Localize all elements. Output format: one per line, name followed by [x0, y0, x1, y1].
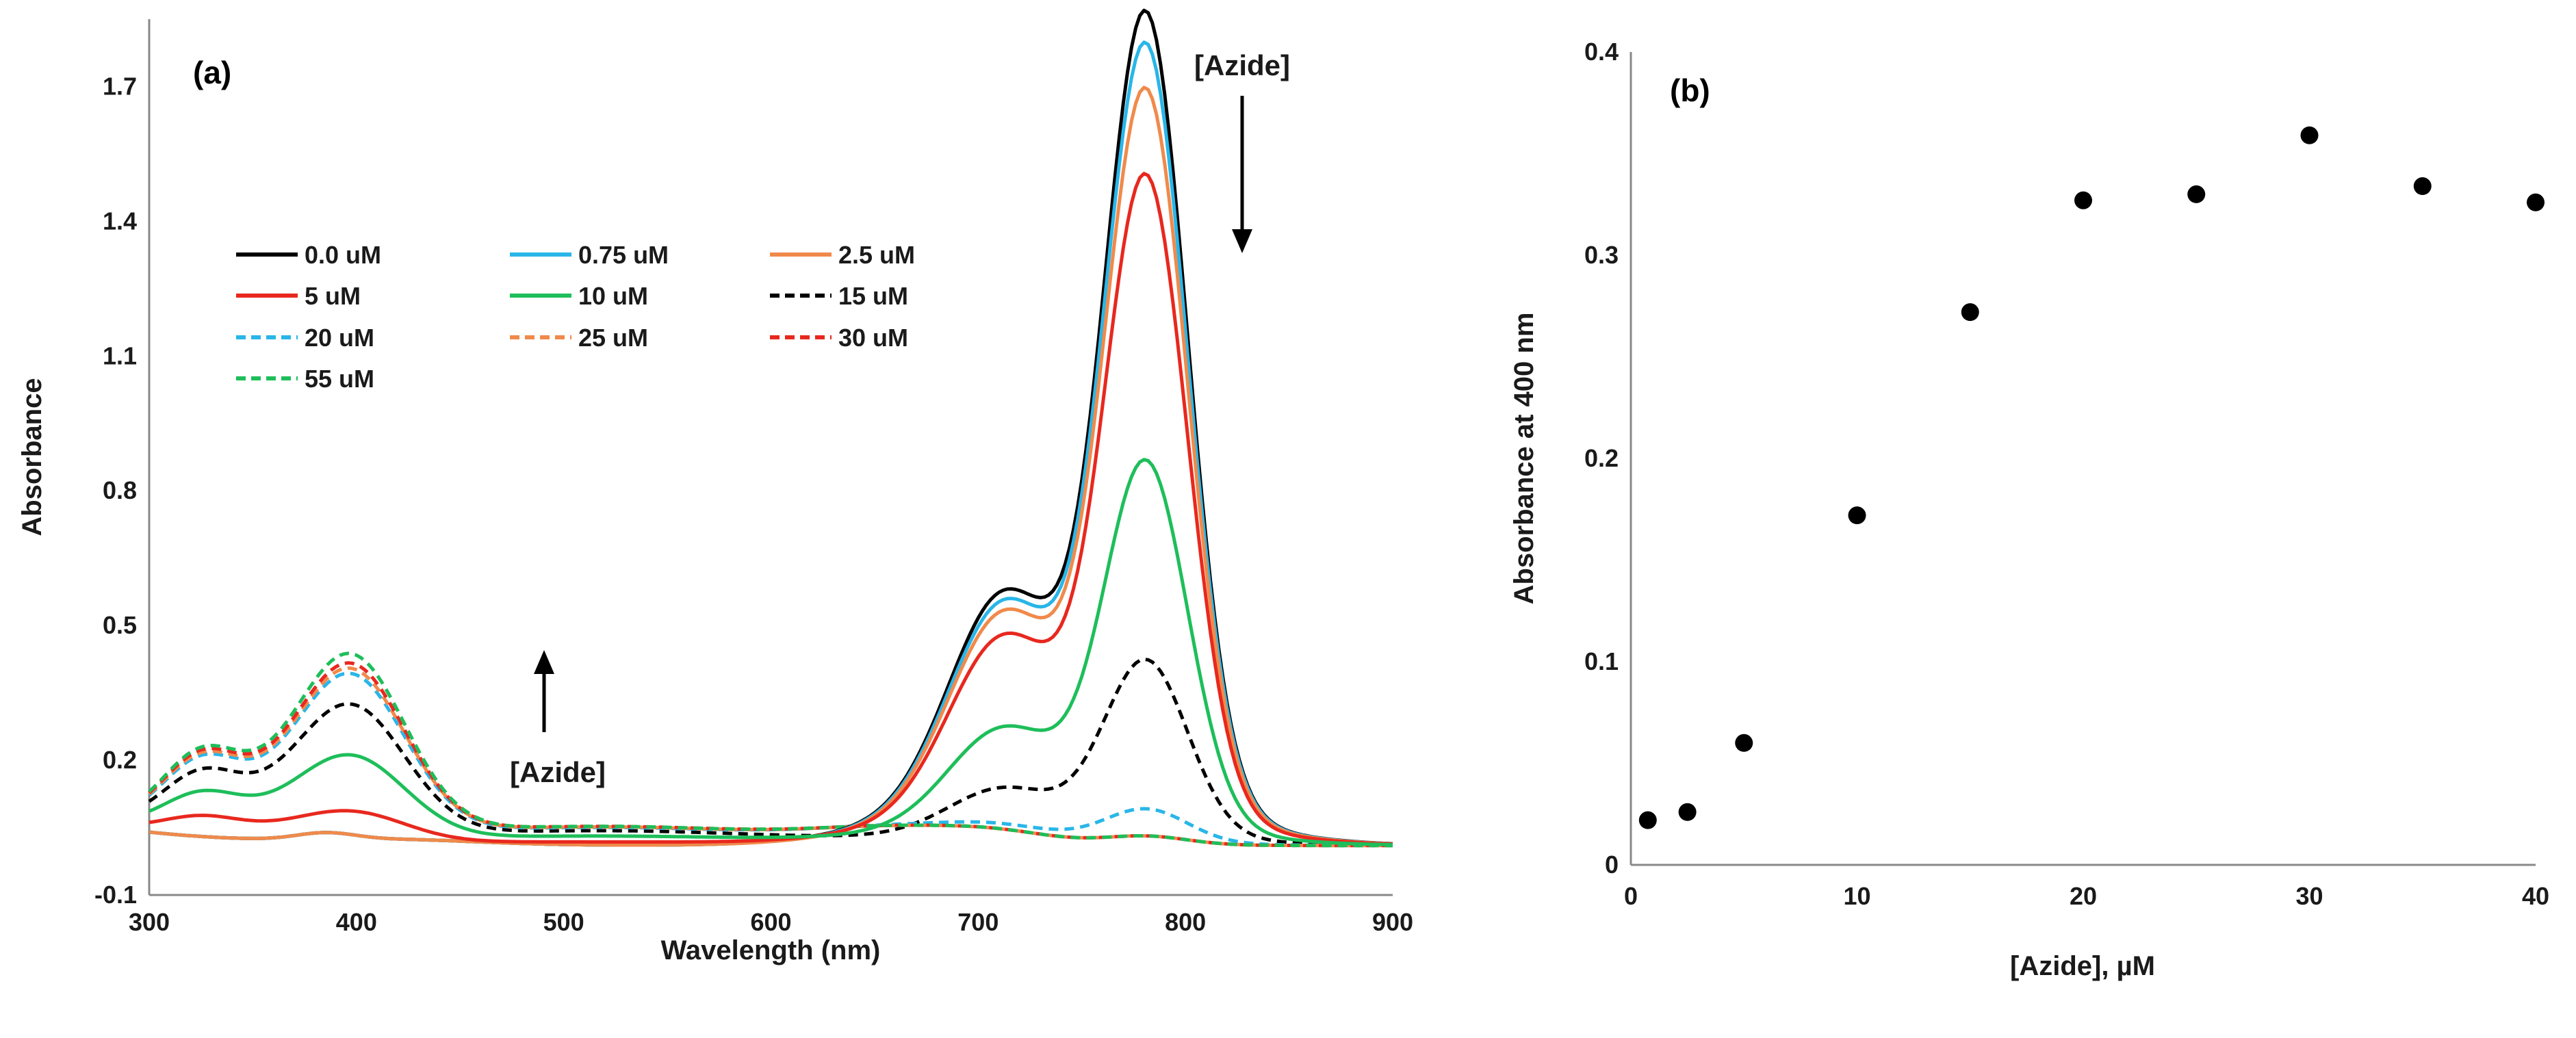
panel-a-x-tick-label: 500 — [543, 908, 584, 936]
panel-b-data-points — [1638, 126, 2545, 829]
panel-a-x-tick-labels: 300 400 500 600 700 800 900 — [129, 908, 1413, 936]
panel-b-y-tick-label: 0 — [1605, 851, 1619, 879]
legend-label: 25 uM — [578, 324, 648, 352]
panel-b-y-tick-label: 0.4 — [1584, 38, 1619, 66]
panel-a-x-tick-label: 700 — [957, 908, 999, 936]
panel-b-y-tick-labels: 0 0.1 0.2 0.3 0.4 — [1584, 38, 1619, 879]
panel-a-y-tick-label: 1.7 — [103, 72, 137, 100]
data-point — [2074, 191, 2092, 209]
data-point — [2187, 185, 2206, 203]
panel-b-y-axis-title: Absorbance at 400 nm — [1509, 313, 1539, 605]
panel-a-x-tick-label: 600 — [750, 908, 791, 936]
azide-annotation-top: [Azide] — [1194, 49, 1290, 81]
panel-b-scatter: 00.10.20.30.4 0 10 20 30 40 (b) [Azide], µM … — [1509, 38, 2549, 981]
data-point — [1678, 803, 1697, 821]
down-arrow-icon — [1232, 229, 1252, 253]
panel-a-series-lines — [148, 8, 1393, 848]
panel-a-absorbance-spectra: -0.1 0.2 0.5 0.8 1.1 1.4 1.7 300 400 500 600 700 80… — [17, 8, 1413, 965]
panel-a-y-tick-label: 1.1 — [103, 341, 137, 369]
panel-b-label: (b) — [1670, 73, 1710, 108]
panel-b-y-tick-label: 0.1 — [1584, 647, 1619, 675]
panel-b-x-tick-label: 0 — [1624, 882, 1638, 910]
panel-a-y-tick-label: -0.1 — [94, 881, 137, 909]
legend-label: 2.5 uM — [838, 241, 915, 269]
panel-a-y-tick-labels: -0.1 0.2 0.5 0.8 1.1 1.4 1.7 — [94, 72, 137, 909]
legend-label: 30 uM — [838, 324, 908, 352]
spectrum-line-10-um — [149, 458, 1393, 846]
up-arrow-icon — [534, 650, 554, 674]
panel-a-y-tick-label: 1.4 — [103, 207, 137, 235]
spectrum-line-2-5-um — [149, 86, 1393, 847]
legend-label: 15 uM — [838, 282, 908, 310]
spectrum-line-0-0-um — [149, 8, 1393, 847]
data-point — [1735, 734, 1753, 752]
panel-b-x-axis-title: [Azide], µM — [2010, 951, 2155, 981]
panel-a-x-tick-label: 900 — [1372, 908, 1413, 936]
panel-b-x-tick-label: 20 — [2070, 882, 2097, 910]
spectrum-line-15-um — [148, 658, 1393, 847]
data-point — [2300, 126, 2319, 144]
spectrum-line-5-um — [149, 172, 1393, 846]
spectrum-line-30-um — [148, 661, 1393, 848]
panel-a-label: (a) — [193, 55, 231, 90]
panel-a-y-tick-label: 0.2 — [103, 746, 137, 774]
legend-label: 20 uM — [305, 324, 374, 352]
panel-b-x-tick-label: 30 — [2295, 882, 2323, 910]
data-point — [1848, 506, 1866, 525]
panel-a-x-tick-label: 300 — [129, 908, 170, 936]
legend-label: 0.75 uM — [578, 241, 669, 269]
spectrum-line-0-75-um — [149, 40, 1393, 847]
azide-annotation-bottom: [Azide] — [510, 756, 606, 788]
panel-a-x-tick-label: 800 — [1165, 908, 1206, 936]
panel-a-y-tick-label: 0.8 — [103, 476, 137, 504]
panel-b-x-tick-labels: 0 10 20 30 40 — [1624, 882, 2549, 910]
legend-label: 55 uM — [305, 365, 374, 393]
legend-label: 10 uM — [578, 282, 648, 310]
panel-a-x-axis-title: Wavelength (nm) — [661, 935, 881, 965]
panel-a-legend: 0.0 uM 0.75 uM 2.5 uM 5 uM 10 uM 15 uM 20 uM 25… — [236, 241, 915, 393]
data-point — [1638, 811, 1657, 829]
legend-label: 0.0 uM — [305, 241, 381, 269]
data-point — [2527, 193, 2545, 211]
panel-b-x-tick-label: 10 — [1843, 882, 1870, 910]
panel-a-y-axis-title: Absorbance — [17, 378, 47, 536]
panel-b-x-tick-label: 40 — [2522, 882, 2549, 910]
panel-b-y-tick-label: 0.2 — [1584, 444, 1619, 472]
panel-a-x-tick-label: 400 — [336, 908, 377, 936]
legend-label: 5 uM — [305, 282, 361, 310]
spectrum-line-55-um — [148, 651, 1393, 848]
panel-a-y-tick-label: 0.5 — [103, 611, 137, 639]
panel-b-y-tick-label: 0.3 — [1584, 241, 1619, 269]
data-point — [2413, 177, 2432, 196]
data-point — [1961, 303, 1979, 322]
